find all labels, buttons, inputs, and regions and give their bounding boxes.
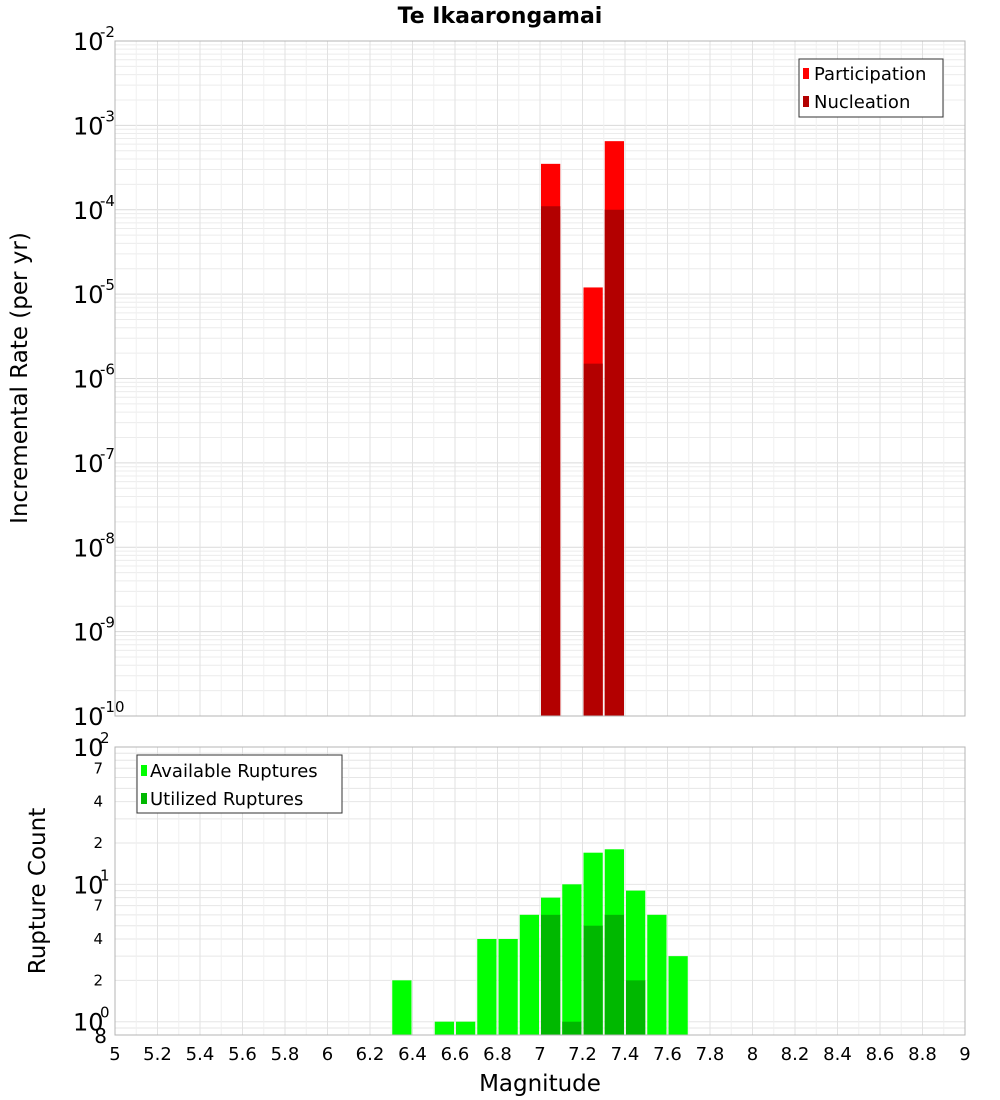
grid	[114, 40, 966, 717]
available-ruptures-bar	[434, 1021, 454, 1035]
y-tick-exponent: -7	[100, 445, 115, 463]
plot-frame	[114, 746, 966, 1036]
x-tick-label: 7.6	[653, 1044, 682, 1065]
y-minor-tick-label: 8	[94, 1024, 107, 1048]
x-tick-label: 6.8	[483, 1044, 512, 1065]
x-tick-label: 8	[747, 1044, 758, 1065]
x-tick-label: 9	[959, 1044, 970, 1065]
x-tick-label: 7	[534, 1044, 545, 1065]
x-tick-label: 6.6	[441, 1044, 470, 1065]
y-tick-exponent: 0	[100, 1004, 110, 1022]
available-ruptures-bar	[647, 914, 667, 1035]
legend-box	[136, 754, 343, 814]
y-tick-label: 10	[73, 734, 104, 762]
available-ruptures-bar	[498, 939, 518, 1035]
x-tick-label: 8.8	[908, 1044, 937, 1065]
top-y-axis-label: Incremental Rate (per yr)	[7, 232, 33, 524]
legend-label: Available Ruptures	[150, 761, 318, 782]
legend: Participation Nucleation	[798, 58, 944, 118]
x-axis-label: Magnitude	[479, 1071, 601, 1097]
available-ruptures-bar	[392, 980, 412, 1035]
x-tick-label: 8.6	[866, 1044, 895, 1065]
legend-label: Utilized Ruptures	[150, 789, 303, 810]
y-tick-exponent: -2	[100, 23, 115, 41]
y-tick-exponent: -10	[100, 698, 125, 716]
y-minor-tick-label: 4	[93, 930, 103, 948]
y-tick-label: 10	[73, 619, 104, 647]
y-tick-label: 10	[73, 871, 104, 899]
legend: Available Ruptures Utilized Ruptures	[136, 754, 343, 814]
legend-swatch	[141, 765, 147, 776]
available-ruptures-bar	[456, 1021, 476, 1035]
available-ruptures-bar	[477, 939, 497, 1035]
bottom-y-axis-label: Rupture Count	[25, 808, 51, 974]
available-ruptures-bar	[562, 884, 582, 1035]
x-tick-label: 7.2	[568, 1044, 597, 1065]
y-tick-exponent: -5	[100, 276, 115, 294]
chart-title: Te Ikaarongamai	[398, 4, 603, 29]
legend-swatch	[803, 96, 809, 107]
y-tick-label: 10	[73, 703, 104, 731]
y-tick-label: 10	[73, 281, 104, 309]
y-tick-label: 10	[73, 534, 104, 562]
plot-frame	[114, 40, 966, 717]
x-tick-label: 5.8	[271, 1044, 300, 1065]
available-ruptures-bar	[519, 914, 539, 1035]
x-tick-label: 6.4	[398, 1044, 427, 1065]
y-tick-exponent: -3	[100, 107, 115, 125]
nucleation-bar	[541, 206, 561, 716]
nucleation-bar	[604, 209, 624, 716]
y-tick-exponent: -4	[100, 192, 115, 210]
y-tick-label: 10	[73, 112, 104, 140]
available-ruptures-bar	[668, 956, 688, 1035]
y-tick-label: 10	[73, 1009, 104, 1037]
utilized-ruptures-bar	[604, 914, 624, 1035]
legend-box	[798, 58, 944, 118]
utilized-ruptures-bar	[541, 914, 561, 1035]
y-minor-tick-label: 4	[93, 793, 103, 811]
utilized-ruptures-bar	[562, 1021, 582, 1035]
x-tick-label: 6	[322, 1044, 333, 1065]
y-tick-exponent: -6	[100, 361, 115, 379]
y-tick-exponent: 1	[100, 866, 110, 884]
x-tick-label: 7.8	[696, 1044, 725, 1065]
y-minor-tick-label: 2	[93, 834, 103, 852]
utilized-ruptures-bar	[626, 980, 646, 1035]
x-tick-label: 5	[109, 1044, 120, 1065]
y-tick-label: 10	[73, 28, 104, 56]
y-minor-tick-label: 2	[93, 971, 103, 989]
legend-swatch	[803, 68, 809, 79]
legend-label: Nucleation	[814, 92, 910, 113]
x-tick-label: 6.2	[356, 1044, 385, 1065]
rate-plot: 10-1010-910-810-710-610-510-410-310-2Par…	[73, 23, 966, 731]
y-tick-label: 10	[73, 366, 104, 394]
utilized-ruptures-bar	[583, 925, 603, 1035]
x-tick-label: 7.4	[611, 1044, 640, 1065]
nucleation-bar	[583, 363, 603, 716]
y-minor-tick-label: 7	[93, 897, 103, 915]
y-minor-tick-label: 7	[93, 759, 103, 777]
y-tick-exponent: -9	[100, 614, 115, 632]
y-tick-label: 10	[73, 197, 104, 225]
legend-swatch	[141, 793, 147, 804]
x-tick-label: 5.2	[143, 1044, 172, 1065]
x-tick-label: 5.6	[228, 1044, 257, 1065]
legend-label: Participation	[814, 64, 926, 85]
x-tick-label: 8.2	[781, 1044, 810, 1065]
y-tick-label: 10	[73, 450, 104, 478]
x-tick-label: 8.4	[823, 1044, 852, 1065]
y-tick-exponent: -8	[100, 529, 115, 547]
y-tick-exponent: 2	[100, 729, 110, 747]
x-tick-label: 5.4	[186, 1044, 215, 1065]
